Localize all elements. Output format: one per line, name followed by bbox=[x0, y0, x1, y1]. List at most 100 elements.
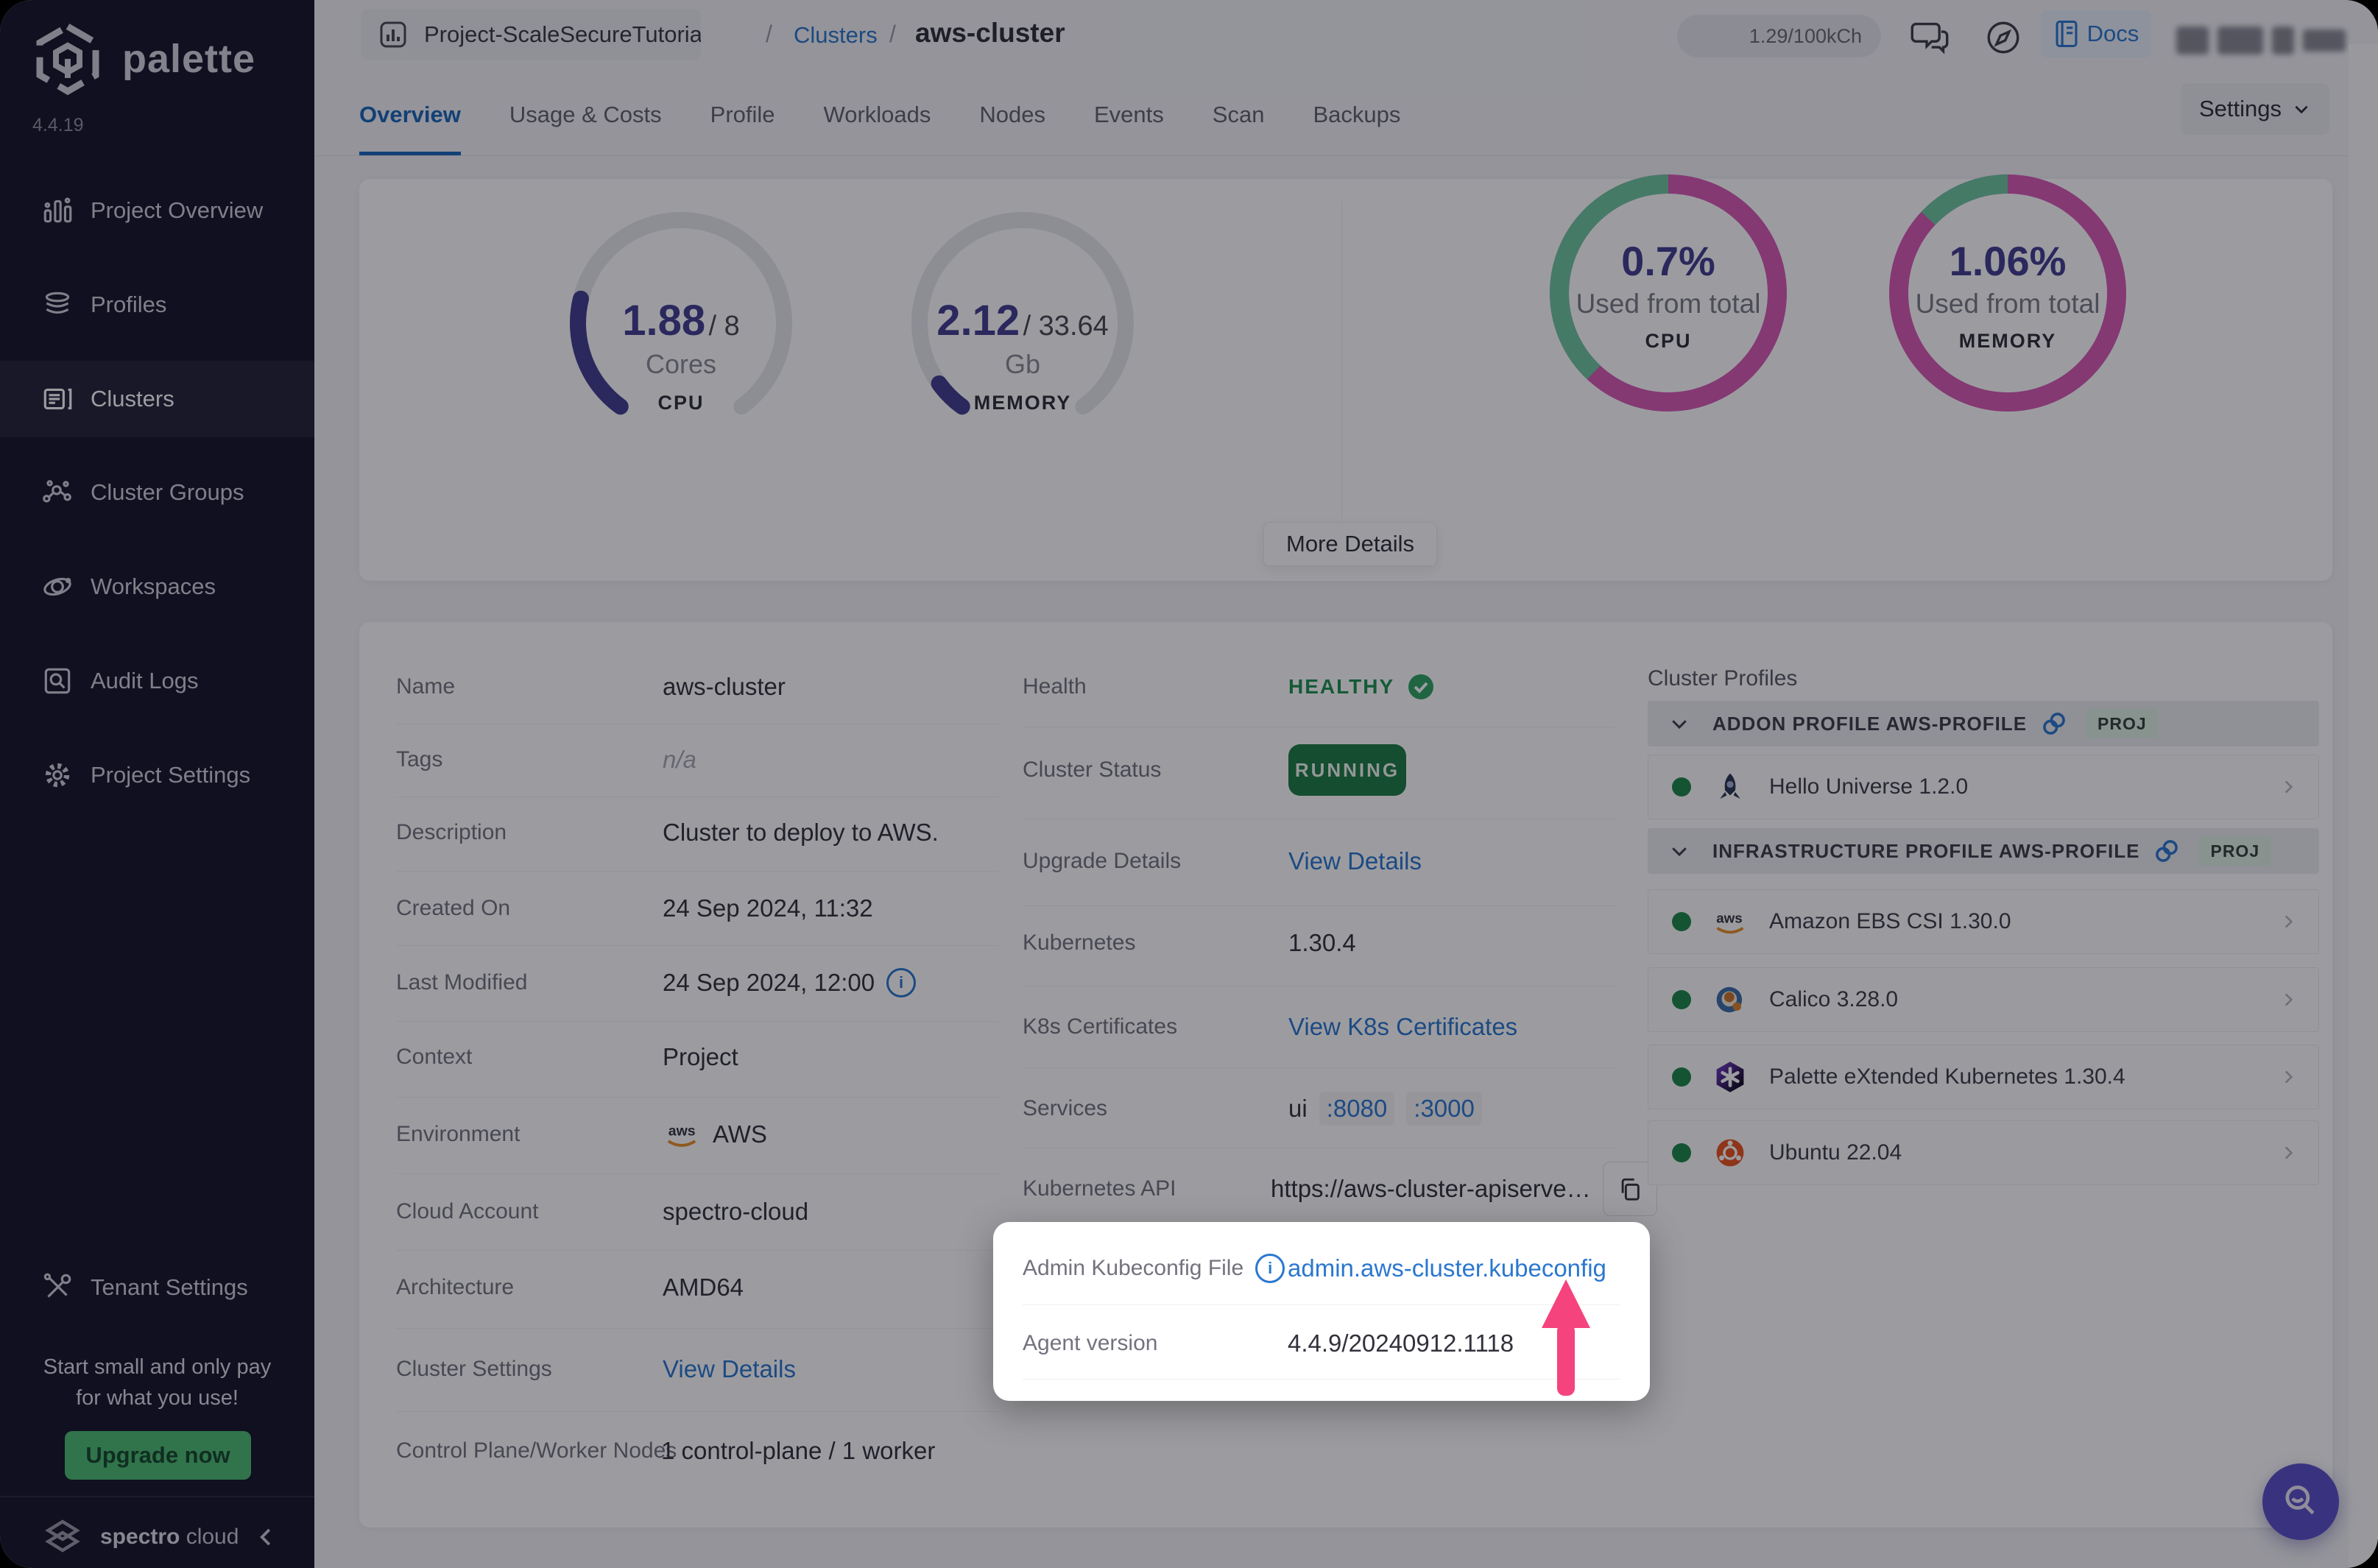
sidebar-item-profiles[interactable]: Profiles bbox=[0, 266, 314, 343]
spectro-cloud-logo-icon bbox=[45, 1519, 80, 1553]
addon-profile-section-header[interactable]: ADDON PROFILE AWS-PROFILE PROJ bbox=[1648, 701, 2319, 746]
label-agent-version: Agent version bbox=[1023, 1331, 1158, 1355]
breadcrumb-separator-2: / bbox=[889, 21, 896, 47]
value-architecture: AMD64 bbox=[663, 1274, 744, 1301]
cluster-profiles-title: Cluster Profiles bbox=[1648, 666, 1798, 691]
label-k8s-certificates: K8s Certificates bbox=[1023, 1014, 1178, 1039]
view-k8s-certificates-link[interactable]: View K8s Certificates bbox=[1288, 1013, 1518, 1040]
label-description: Description bbox=[396, 820, 507, 844]
tab-scan[interactable]: Scan bbox=[1212, 102, 1265, 127]
sidebar-item-project-settings[interactable]: Project Settings bbox=[0, 737, 314, 813]
link-icon bbox=[2043, 713, 2065, 735]
workspaces-icon bbox=[43, 577, 71, 596]
cpu-usage-label: CPU bbox=[1645, 330, 1692, 352]
profile-item-palette-extended-kubernetes[interactable]: Palette eXtended Kubernetes 1.30.4 bbox=[1648, 1045, 2319, 1109]
value-control-plane-worker-nodes: 1 control-plane / 1 worker bbox=[661, 1437, 936, 1464]
scrollbar-track[interactable] bbox=[2349, 44, 2378, 1568]
memory-gauge-value: 2.12 / 33.64 bbox=[936, 297, 1109, 345]
docs-button[interactable]: Docs bbox=[2041, 10, 2151, 57]
label-architecture: Architecture bbox=[396, 1275, 515, 1299]
memory-gauge-label: MEMORY bbox=[973, 392, 1072, 414]
help-compass-icon[interactable] bbox=[1982, 16, 2025, 59]
cpu-gauge-value: 1.88 / 8 bbox=[622, 297, 740, 345]
upgrade-now-button[interactable]: Upgrade now bbox=[65, 1431, 251, 1480]
tab-events[interactable]: Events bbox=[1094, 102, 1164, 127]
palette-logo-icon bbox=[36, 22, 99, 96]
label-control-plane-worker-nodes: Control Plane/Worker Nodes bbox=[396, 1438, 677, 1463]
sidebar: palette 4.4.19 Project Overview Profiles… bbox=[0, 0, 314, 1568]
more-details-button[interactable]: More Details bbox=[1263, 522, 1437, 566]
chevron-right-icon bbox=[2284, 993, 2293, 1006]
audit-logs-icon bbox=[44, 668, 71, 694]
tab-workloads[interactable]: Workloads bbox=[823, 102, 931, 127]
tab-usage-costs[interactable]: Usage & Costs bbox=[509, 102, 662, 127]
label-kubernetes-api: Kubernetes API bbox=[1023, 1176, 1176, 1201]
project-overview-icon bbox=[43, 197, 72, 223]
link-icon bbox=[2156, 840, 2178, 862]
tab-profile[interactable]: Profile bbox=[710, 102, 775, 127]
svg-text:aws: aws bbox=[1716, 910, 1742, 925]
usage-stats-card bbox=[359, 179, 2332, 581]
cluster-tabs: Overview Usage & Costs Profile Workloads… bbox=[359, 82, 1400, 156]
sidebar-item-tenant-settings[interactable]: Tenant Settings bbox=[0, 1249, 314, 1326]
sidebar-item-clusters[interactable]: Clusters bbox=[0, 361, 314, 437]
profile-item-ubuntu[interactable]: Ubuntu 22.04 bbox=[1648, 1120, 2319, 1185]
svg-text:aws: aws bbox=[668, 1123, 696, 1139]
proj-badge: PROJ bbox=[2198, 836, 2272, 866]
tab-backups[interactable]: Backups bbox=[1313, 102, 1401, 127]
sidebar-item-workspaces[interactable]: Workspaces bbox=[0, 548, 314, 625]
info-icon[interactable]: i bbox=[886, 968, 917, 997]
cpu-gauge-unit: Cores bbox=[645, 349, 717, 379]
profile-item-calico[interactable]: Calico 3.28.0 bbox=[1648, 967, 2319, 1032]
collapse-sidebar-icon[interactable] bbox=[255, 1526, 278, 1548]
value-cloud-account: spectro-cloud bbox=[663, 1198, 809, 1225]
app-version: 4.4.19 bbox=[32, 115, 84, 135]
label-services: Services bbox=[1023, 1096, 1108, 1120]
sidebar-item-project-overview[interactable]: Project Overview bbox=[0, 172, 314, 249]
label-cluster-settings: Cluster Settings bbox=[396, 1357, 552, 1381]
upgrade-view-details-link[interactable]: View Details bbox=[1288, 847, 1422, 875]
project-selector[interactable]: Project-ScaleSecureTutoria bbox=[361, 9, 701, 60]
profile-item-amazon-ebs-csi[interactable]: aws Amazon EBS CSI 1.30.0 bbox=[1648, 889, 2319, 954]
cpu-gauge-label: CPU bbox=[657, 392, 705, 414]
tab-overview[interactable]: Overview bbox=[359, 102, 461, 156]
page-title-cluster-name: aws-cluster bbox=[915, 18, 1065, 48]
chevron-down-icon bbox=[1672, 847, 1687, 857]
chat-icon[interactable] bbox=[1908, 16, 1951, 59]
status-dot bbox=[1672, 912, 1691, 931]
label-kubernetes: Kubernetes bbox=[1023, 930, 1136, 955]
tab-nodes[interactable]: Nodes bbox=[979, 102, 1045, 127]
pxk-logo-icon bbox=[1712, 1059, 1749, 1095]
value-context: Project bbox=[663, 1043, 738, 1070]
label-admin-kubeconfig-file: Admin Kubeconfig File i bbox=[1023, 1254, 1285, 1283]
palette-logo: palette bbox=[29, 21, 255, 97]
memory-usage-donut-chart bbox=[1889, 174, 2126, 412]
settings-button[interactable]: Settings bbox=[2181, 83, 2329, 135]
label-context: Context bbox=[396, 1045, 473, 1069]
info-icon[interactable]: i bbox=[1255, 1254, 1285, 1283]
search-fab[interactable] bbox=[2262, 1463, 2339, 1540]
breadcrumb-separator: / bbox=[766, 21, 772, 47]
profile-item-hello-universe[interactable]: Hello Universe 1.2.0 bbox=[1648, 755, 2319, 819]
label-cluster-status: Cluster Status bbox=[1023, 757, 1162, 782]
cpu-gauge-chart bbox=[570, 212, 792, 434]
value-services: ui :8080 :3000 bbox=[1288, 1092, 1482, 1126]
value-kubernetes-api: https://aws-cluster-apiserve… bbox=[1271, 1162, 1657, 1216]
label-cloud-account: Cloud Account bbox=[396, 1199, 539, 1223]
stats-card-divider bbox=[1341, 201, 1342, 559]
sidebar-item-cluster-groups[interactable]: Cluster Groups bbox=[0, 454, 314, 531]
service-port-8080-link[interactable]: :8080 bbox=[1319, 1092, 1395, 1126]
breadcrumb-clusters-link[interactable]: Clusters bbox=[794, 22, 878, 48]
status-dot bbox=[1672, 1143, 1691, 1162]
cpu-usage-donut-chart bbox=[1550, 174, 1787, 412]
cpu-usage-caption: Used from total bbox=[1576, 289, 1761, 319]
admin-kubeconfig-download-link[interactable]: admin.aws-cluster.kubeconfig bbox=[1288, 1254, 1606, 1282]
service-port-3000-link[interactable]: :3000 bbox=[1406, 1092, 1482, 1126]
infrastructure-profile-section-header[interactable]: INFRASTRUCTURE PROFILE AWS-PROFILE PROJ bbox=[1648, 828, 2319, 874]
memory-gauge-chart bbox=[911, 212, 1134, 434]
sidebar-item-audit-logs[interactable]: Audit Logs bbox=[0, 643, 314, 719]
value-tags: n/a bbox=[663, 746, 696, 773]
cluster-settings-view-details-link[interactable]: View Details bbox=[663, 1355, 796, 1382]
memory-gauge-unit: Gb bbox=[1004, 349, 1041, 379]
status-dot bbox=[1672, 1067, 1691, 1087]
